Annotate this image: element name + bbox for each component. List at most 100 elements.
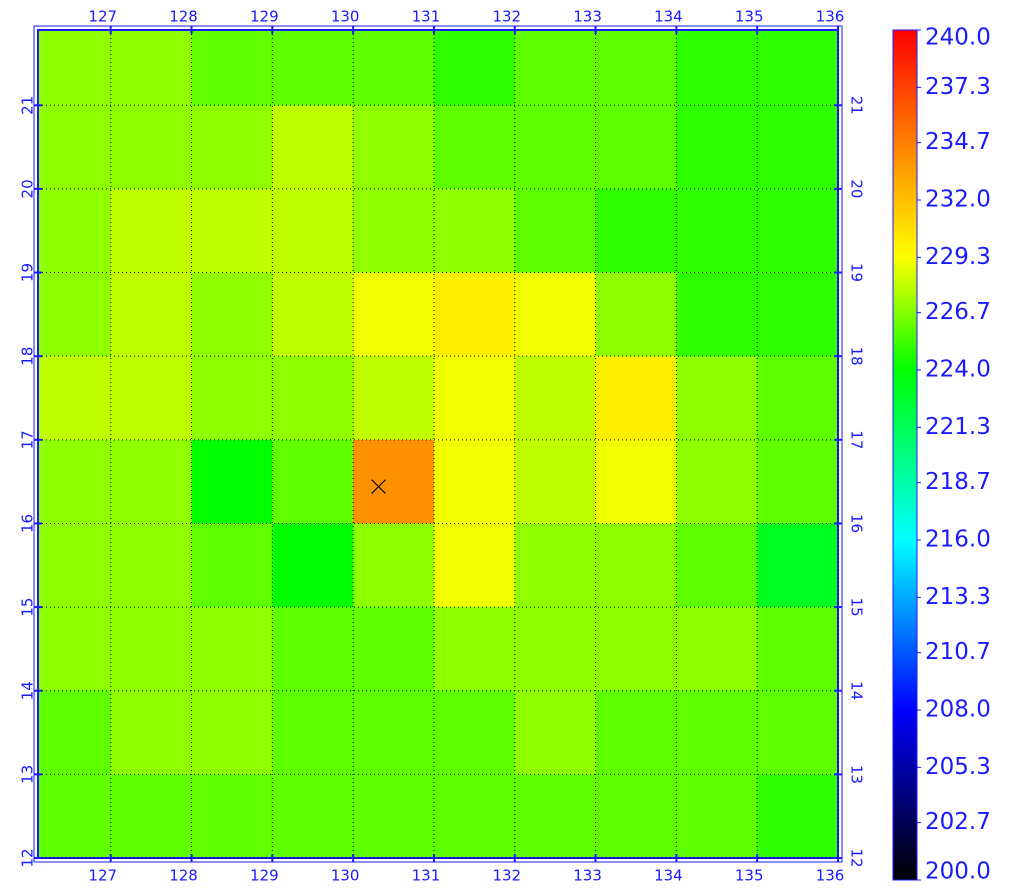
x-tick-label-bottom: 130 xyxy=(331,867,360,885)
cell xyxy=(111,356,192,440)
x-tick-label-bottom: 133 xyxy=(573,867,602,885)
cell xyxy=(111,105,192,189)
cell xyxy=(676,273,757,357)
cell xyxy=(515,523,596,607)
x-tick-label-top: 127 xyxy=(88,8,117,26)
cell xyxy=(434,356,515,440)
cell xyxy=(192,273,273,357)
cell xyxy=(596,30,677,106)
cell xyxy=(272,30,353,106)
y-tick-label-left: 16 xyxy=(19,514,37,533)
cell xyxy=(515,273,596,357)
colorbar-label: 213.3 xyxy=(925,584,991,610)
cell xyxy=(676,440,757,524)
cell xyxy=(676,523,757,607)
x-tick-label-bottom: 136 xyxy=(816,867,845,885)
cell xyxy=(676,691,757,775)
cell xyxy=(38,607,111,691)
colorbar-label: 237.3 xyxy=(925,74,991,100)
cell xyxy=(38,523,111,607)
cell xyxy=(272,356,353,440)
cell xyxy=(38,440,111,524)
x-tick-label-bottom: 132 xyxy=(492,867,521,885)
x-tick-label-top: 134 xyxy=(654,8,683,26)
x-tick-label-bottom: 131 xyxy=(412,867,441,885)
y-tick-label-right: 12 xyxy=(848,848,866,867)
cell xyxy=(192,440,273,524)
y-tick-label-right: 16 xyxy=(848,514,866,533)
x-tick-label-top: 135 xyxy=(735,8,764,26)
colorbar-label: 208.0 xyxy=(925,697,991,723)
cell xyxy=(757,523,838,607)
cell xyxy=(353,523,434,607)
cell xyxy=(434,523,515,607)
y-tick-label-right: 13 xyxy=(848,765,866,784)
cell xyxy=(192,105,273,189)
cell xyxy=(192,607,273,691)
x-tick-label-bottom: 135 xyxy=(735,867,764,885)
cell xyxy=(757,356,838,440)
cell xyxy=(272,691,353,775)
cell xyxy=(111,691,192,775)
cell xyxy=(434,189,515,273)
cell xyxy=(676,356,757,440)
cell xyxy=(272,774,353,858)
cell xyxy=(192,30,273,106)
y-tick-label-right: 20 xyxy=(848,179,866,198)
colorbar-label: 221.3 xyxy=(925,414,991,440)
cell xyxy=(272,105,353,189)
cell xyxy=(434,440,515,524)
chart: 1271271281281291291301301311311321321331… xyxy=(0,0,1029,888)
cell xyxy=(353,691,434,775)
cell xyxy=(38,273,111,357)
cell xyxy=(111,607,192,691)
y-tick-label-left: 18 xyxy=(19,347,37,366)
cell xyxy=(353,607,434,691)
cell xyxy=(192,356,273,440)
colorbar-label: 234.7 xyxy=(925,129,991,155)
y-tick-label-right: 15 xyxy=(848,598,866,617)
cell xyxy=(515,607,596,691)
cell xyxy=(38,691,111,775)
cell xyxy=(434,774,515,858)
y-tick-label-right: 17 xyxy=(848,430,866,449)
y-tick-label-right: 18 xyxy=(848,347,866,366)
y-tick-label-right: 14 xyxy=(848,681,866,700)
cell xyxy=(353,105,434,189)
x-tick-label-bottom: 134 xyxy=(654,867,683,885)
cell xyxy=(757,774,838,858)
colorbar-label: 202.7 xyxy=(925,809,991,835)
colorbar xyxy=(893,30,917,880)
y-tick-label-left: 17 xyxy=(19,430,37,449)
y-tick-label-left: 15 xyxy=(19,598,37,617)
cell xyxy=(676,607,757,691)
cell xyxy=(596,607,677,691)
cell xyxy=(272,273,353,357)
cell xyxy=(38,105,111,189)
colorbar-label: 200.0 xyxy=(925,859,991,885)
y-tick-label-left: 20 xyxy=(19,179,37,198)
cell xyxy=(596,774,677,858)
cell xyxy=(111,440,192,524)
cell xyxy=(353,30,434,106)
cell xyxy=(596,523,677,607)
colorbar-label: 240.0 xyxy=(925,25,991,51)
x-tick-label-top: 133 xyxy=(573,8,602,26)
cell xyxy=(192,189,273,273)
cell xyxy=(434,691,515,775)
cell xyxy=(757,691,838,775)
cell xyxy=(353,774,434,858)
y-tick-label-right: 19 xyxy=(848,263,866,282)
cell xyxy=(596,440,677,524)
cell xyxy=(596,105,677,189)
y-tick-label-left: 13 xyxy=(19,765,37,784)
cell xyxy=(353,273,434,357)
x-tick-label-bottom: 128 xyxy=(169,867,198,885)
cell xyxy=(757,440,838,524)
colorbar-label: 226.7 xyxy=(925,299,991,325)
cell xyxy=(38,189,111,273)
cell xyxy=(353,440,434,524)
x-tick-label-top: 129 xyxy=(250,8,279,26)
cell xyxy=(272,440,353,524)
cell xyxy=(515,440,596,524)
